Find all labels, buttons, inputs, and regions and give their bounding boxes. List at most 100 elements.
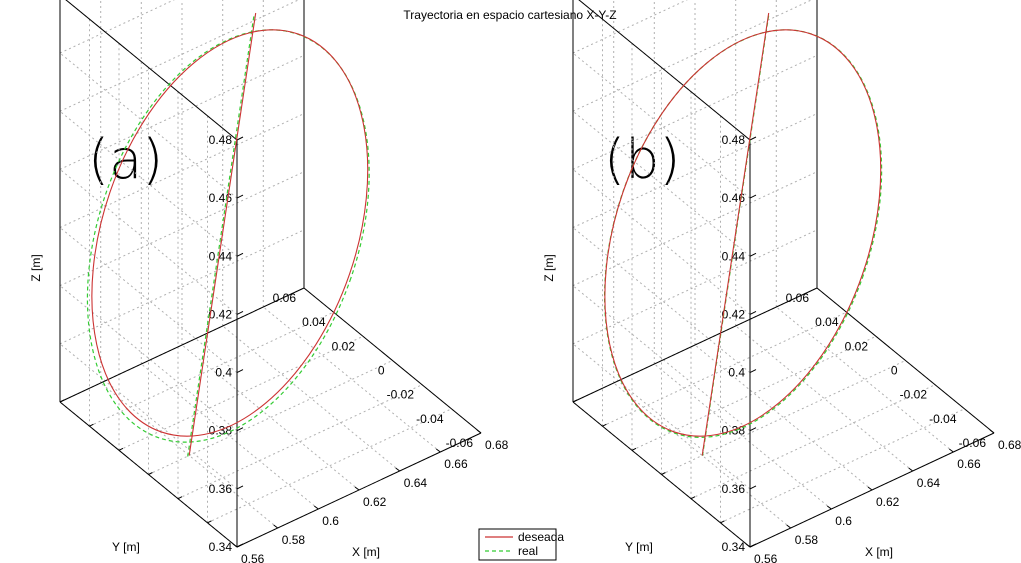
y-tick-mark: [602, 423, 607, 427]
grid-line: [59, 169, 238, 315]
y-tick-mark: [89, 423, 94, 427]
z-tick-mark: [236, 310, 244, 315]
y-tick-mark: [631, 447, 637, 451]
x-tick-label: 0.68: [485, 438, 509, 452]
z-tick-mark: [236, 136, 244, 141]
grid-line: [572, 110, 751, 257]
x-tick-label: 0.56: [754, 552, 778, 563]
z-tick-label: 0.46: [209, 191, 233, 205]
y-tick-mark: [572, 399, 578, 403]
y-tick-label: -0.06: [446, 436, 474, 450]
y-tick-mark: [661, 472, 666, 475]
grid-line: [613, 382, 792, 529]
z-axis-label: Z [m]: [29, 254, 43, 281]
series-deseada-circle: [604, 29, 882, 437]
x-tick-label: 0.58: [795, 533, 819, 547]
x-tick-label: 0.62: [363, 495, 387, 509]
z-tick-label: 0.36: [722, 482, 746, 496]
grid-line: [572, 229, 818, 345]
z-tick-label: 0.4: [728, 366, 745, 380]
axis-edge: [59, 287, 305, 403]
x-tick-label: 0.66: [957, 457, 981, 471]
grid-line: [572, 52, 751, 199]
figure-title: Trayectoria en espacio cartesiano X-Y-Z: [403, 8, 616, 22]
z-tick-label: 0.44: [722, 249, 746, 263]
series-deseada-line: [701, 12, 770, 456]
grid-line: [207, 408, 452, 524]
grid-line: [694, 344, 873, 491]
x-tick-mark: [273, 524, 279, 529]
legend-box: [478, 528, 557, 561]
y-tick-label: 0.02: [332, 339, 356, 353]
z-tick-label: 0.42: [722, 307, 746, 321]
grid-line: [775, 306, 954, 453]
x-tick-label: 0.6: [322, 514, 339, 528]
z-tick-label: 0.46: [722, 191, 746, 205]
grid-line: [59, 54, 305, 170]
z-tick-mark: [236, 369, 244, 374]
grid-line: [572, 343, 751, 490]
z-tick-mark: [749, 136, 757, 141]
grid-line: [720, 408, 965, 524]
y-tick-label: -0.06: [959, 436, 987, 450]
x-tick-mark: [476, 429, 482, 434]
x-tick-mark: [826, 505, 832, 510]
x-axis-label: X [m]: [865, 545, 893, 559]
x-tick-label: 0.64: [917, 476, 941, 490]
y-tick-label: -0.02: [900, 388, 928, 402]
panel-a: (a) 0.340.360.380.40.420.440.460.48-0.06…: [29, 0, 509, 563]
z-tick-mark: [749, 194, 757, 199]
grid-line: [59, 0, 175, 54]
grid-line: [735, 325, 914, 472]
grid-line: [59, 229, 305, 345]
z-tick-label: 0.34: [209, 540, 233, 554]
x-tick-mark: [989, 429, 995, 434]
y-tick-mark: [148, 472, 153, 475]
axis-edge: [65, 0, 238, 141]
x-tick-label: 0.6: [835, 514, 852, 528]
series-deseada-line: [188, 12, 257, 456]
panel-a-label: (a): [88, 128, 163, 191]
y-axis-label: Y [m]: [112, 540, 140, 554]
z-tick-mark: [236, 252, 244, 257]
x-tick-label: 0.62: [876, 495, 900, 509]
x-tick-label: 0.68: [998, 438, 1021, 452]
z-axis-label: Z [m]: [542, 254, 556, 281]
y-tick-label: 0.04: [302, 315, 326, 329]
legend: deseada real: [478, 528, 564, 561]
y-tick-mark: [59, 399, 65, 403]
grid-line: [148, 360, 393, 475]
grid-line: [572, 54, 818, 170]
panel-b: (b) 0.34 0.36 0.38 0.4 0.42 0.44 0.46 0.48 -0.06…: [542, 0, 1021, 563]
x-tick-label: 0.58: [282, 533, 306, 547]
x-tick-mark: [395, 467, 401, 472]
grid-line: [661, 360, 906, 475]
grid-line: [572, 285, 751, 432]
z-tick-label: 0.44: [209, 249, 233, 263]
grid-line: [59, 343, 238, 490]
legend-label-deseada: deseada: [518, 530, 564, 544]
x-tick-mark: [786, 524, 792, 529]
z-tick-mark: [749, 369, 757, 374]
grid-line: [59, 227, 238, 373]
y-tick-label: 0: [891, 364, 898, 378]
z-tick-mark: [749, 427, 757, 432]
z-tick-mark: [749, 485, 757, 490]
grid-line: [572, 169, 751, 315]
panel-b-label: (b): [604, 128, 680, 191]
y-tick-mark: [118, 447, 124, 451]
z-tick-label: 0.48: [722, 133, 746, 147]
grid-line: [572, 227, 751, 373]
axis-edge: [816, 287, 995, 434]
axis-edge: [303, 287, 482, 434]
grid-line: [59, 285, 238, 432]
grid-line: [631, 335, 877, 451]
z-tick-mark: [236, 194, 244, 199]
grid-line: [222, 325, 401, 472]
z-tick-label: 0.4: [215, 366, 232, 380]
z-tick-mark: [236, 485, 244, 490]
grid-line: [118, 335, 364, 451]
z-tick-label: 0.48: [209, 133, 233, 147]
z-tick-mark: [749, 252, 757, 257]
